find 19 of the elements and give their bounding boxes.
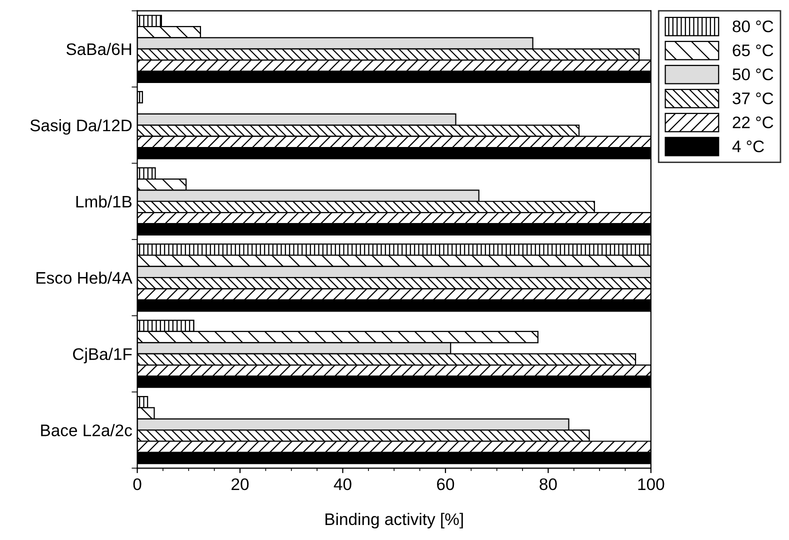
legend-label: 65 °C <box>732 44 774 56</box>
x-tick-label: 80 <box>540 478 557 490</box>
legend-label: 37 °C <box>732 92 774 104</box>
x-tick-label: 40 <box>334 478 352 490</box>
y-tick-label: CjBa/1F <box>73 348 132 364</box>
x-tick-label: 60 <box>437 478 454 490</box>
x-axis-title: Binding activity [%] <box>326 512 463 528</box>
y-tick-label: Bace L2a/2c <box>41 424 132 436</box>
legend-label: 22 °C <box>732 116 774 128</box>
x-tick-label: 100 <box>638 478 664 490</box>
legend-label: 4 °C <box>732 140 764 152</box>
y-tick-label: Esco Heb/4A <box>36 272 132 284</box>
legend-label: 80 °C <box>732 20 774 32</box>
y-tick-label: SaBa/6H <box>66 42 132 56</box>
y-tick-label: Lmb/1B <box>76 195 132 208</box>
legend-label: 50 °C <box>732 68 774 80</box>
x-tick-label: 0 <box>133 478 142 490</box>
x-tick-label: 20 <box>232 478 249 490</box>
y-tick-label: Sasig Da/12D <box>30 119 132 135</box>
